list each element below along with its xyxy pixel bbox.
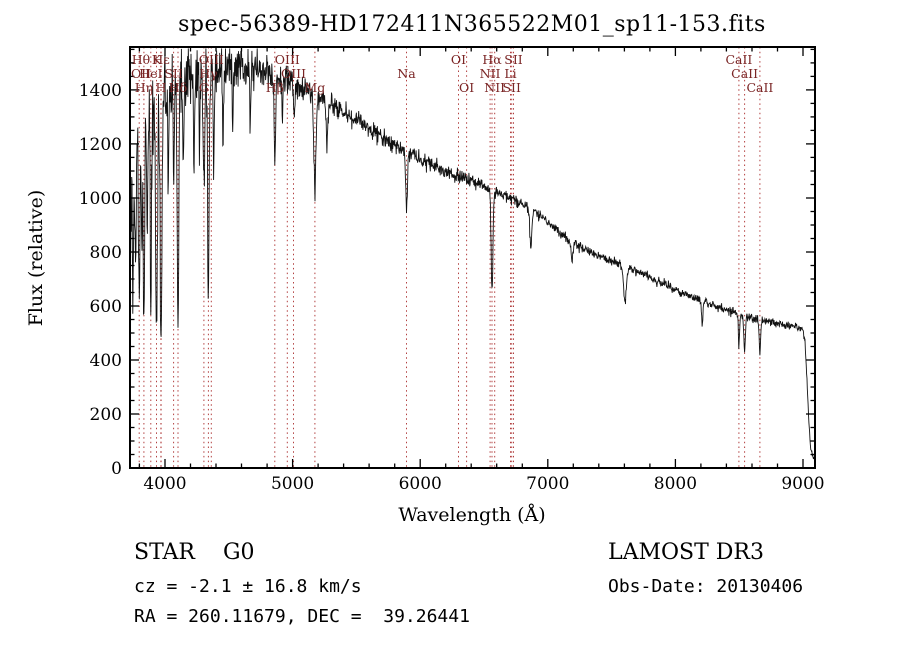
line-label-Na: Na: [397, 66, 416, 81]
line-label-OIII: OIII: [199, 52, 224, 67]
plot-render-layer: 4000 5000 6000 7000 8000 9000 0 200 400 600 800 100…: [79, 46, 825, 494]
y-tick-label: 1000: [79, 189, 122, 209]
x-tick-label: 4000: [143, 474, 186, 494]
line-label-NII: NII: [484, 80, 505, 95]
plot-frame: [129, 46, 816, 469]
y-axis-label: Flux (relative): [25, 190, 47, 327]
y-tick-label: 400: [90, 351, 122, 371]
y-tick-label: 0: [111, 459, 122, 479]
line-label-Hβ: Hβ: [266, 80, 284, 95]
line-label-Hα: Hα: [482, 52, 502, 67]
y-tick-label: 800: [90, 243, 122, 263]
obs-date-label: Obs-Date: 20130406: [608, 576, 804, 597]
y-tick-label: 1400: [79, 81, 122, 101]
line-label-K: K: [152, 52, 162, 67]
line-label-CaII: CaII: [725, 52, 752, 67]
x-tick-label: 7000: [526, 474, 569, 494]
spectral-line-markers: [129, 47, 761, 468]
y-tick-label: 200: [90, 405, 122, 425]
line-label-HeI: HeI: [139, 66, 162, 81]
x-tick-label: 5000: [271, 474, 314, 494]
object-class-label: STAR G0: [134, 540, 255, 565]
line-label-SII: SII: [502, 80, 521, 95]
line-label-OII: OII: [131, 66, 151, 81]
line-label-Hη: Hη: [135, 80, 153, 95]
line-label-Hγ: Hγ: [199, 66, 217, 81]
line-label-OI: OI: [451, 52, 466, 67]
line-label-Hε: Hε: [152, 52, 169, 67]
line-label-OIII: OIII: [275, 52, 300, 67]
line-label-Li: Li: [504, 66, 516, 81]
spectrum-trace: [129, 48, 815, 460]
line-label-Mg: Mg: [304, 80, 325, 95]
x-tick-label: 9000: [781, 474, 824, 494]
line-label-OI: OI: [459, 80, 474, 95]
line-label-Hθ: Hθ: [132, 52, 150, 67]
line-label-SII: SII: [164, 66, 183, 81]
x-tick-label: 8000: [654, 474, 697, 494]
line-label-CaII: CaII: [746, 80, 773, 95]
ra-dec-label: RA = 260.11679, DEC = 39.26441: [134, 606, 470, 627]
y-tick-label: 1200: [79, 135, 122, 155]
plot-title: spec-56389-HD172411N365522M01_sp11-153.f…: [178, 12, 766, 37]
line-label-H: H: [155, 80, 166, 95]
line-label-NII: NII: [480, 66, 501, 81]
y-tick-label: 600: [90, 297, 122, 317]
x-axis-label: Wavelength (Å): [398, 504, 545, 526]
line-label-CaII: CaII: [731, 66, 758, 81]
line-label-SII: SII: [504, 52, 523, 67]
line-label-G: G: [199, 80, 209, 95]
radial-velocity-label: cz = -2.1 ± 16.8 km/s: [134, 576, 362, 597]
x-tick-label: 6000: [399, 474, 442, 494]
line-label-Hδ: Hδ: [169, 80, 187, 95]
line-label-OIII: OIII: [281, 66, 306, 81]
survey-label: LAMOST DR3: [608, 540, 764, 565]
tick-labels: 4000 5000 6000 7000 8000 9000 0 200 400 600 800 100…: [79, 81, 825, 494]
